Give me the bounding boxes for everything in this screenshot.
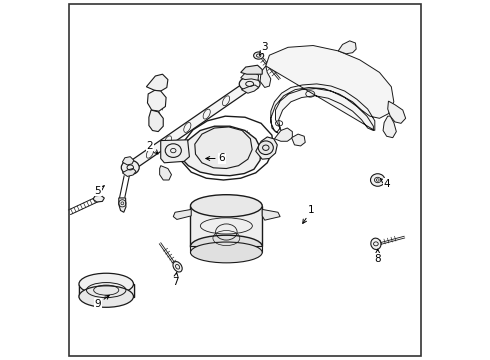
Polygon shape [274, 128, 293, 141]
Ellipse shape [191, 242, 262, 263]
Polygon shape [180, 126, 261, 176]
Polygon shape [262, 210, 280, 220]
Polygon shape [388, 101, 406, 123]
Ellipse shape [122, 160, 139, 175]
Text: 8: 8 [374, 249, 381, 264]
Polygon shape [195, 127, 252, 168]
Polygon shape [93, 195, 104, 202]
Polygon shape [383, 116, 396, 138]
Ellipse shape [79, 273, 133, 295]
Polygon shape [161, 140, 190, 163]
Polygon shape [122, 157, 134, 165]
Ellipse shape [239, 77, 260, 91]
Polygon shape [260, 66, 271, 87]
Text: 2: 2 [147, 141, 158, 154]
Ellipse shape [371, 238, 381, 249]
Text: 6: 6 [206, 153, 225, 163]
Polygon shape [241, 65, 262, 74]
Text: 7: 7 [172, 273, 178, 287]
Polygon shape [119, 198, 126, 212]
Polygon shape [124, 76, 258, 173]
Polygon shape [256, 137, 277, 159]
Ellipse shape [370, 174, 385, 186]
Ellipse shape [173, 262, 182, 272]
Ellipse shape [191, 195, 262, 217]
Polygon shape [122, 168, 136, 176]
Text: 1: 1 [303, 206, 315, 224]
Ellipse shape [254, 52, 264, 59]
Polygon shape [173, 210, 191, 220]
Text: 4: 4 [380, 179, 390, 189]
Text: 9: 9 [95, 295, 109, 309]
Polygon shape [191, 246, 262, 252]
Polygon shape [160, 166, 172, 180]
Polygon shape [242, 85, 259, 93]
Polygon shape [338, 41, 356, 54]
Polygon shape [79, 284, 134, 297]
Text: 5: 5 [95, 186, 104, 196]
Ellipse shape [258, 141, 273, 154]
Polygon shape [147, 90, 166, 111]
Polygon shape [292, 134, 305, 146]
Polygon shape [147, 74, 168, 91]
Polygon shape [266, 45, 394, 135]
Polygon shape [241, 72, 259, 80]
Ellipse shape [79, 286, 133, 307]
Polygon shape [149, 110, 163, 132]
Polygon shape [191, 206, 262, 246]
Text: 3: 3 [259, 42, 268, 55]
Ellipse shape [191, 235, 262, 257]
